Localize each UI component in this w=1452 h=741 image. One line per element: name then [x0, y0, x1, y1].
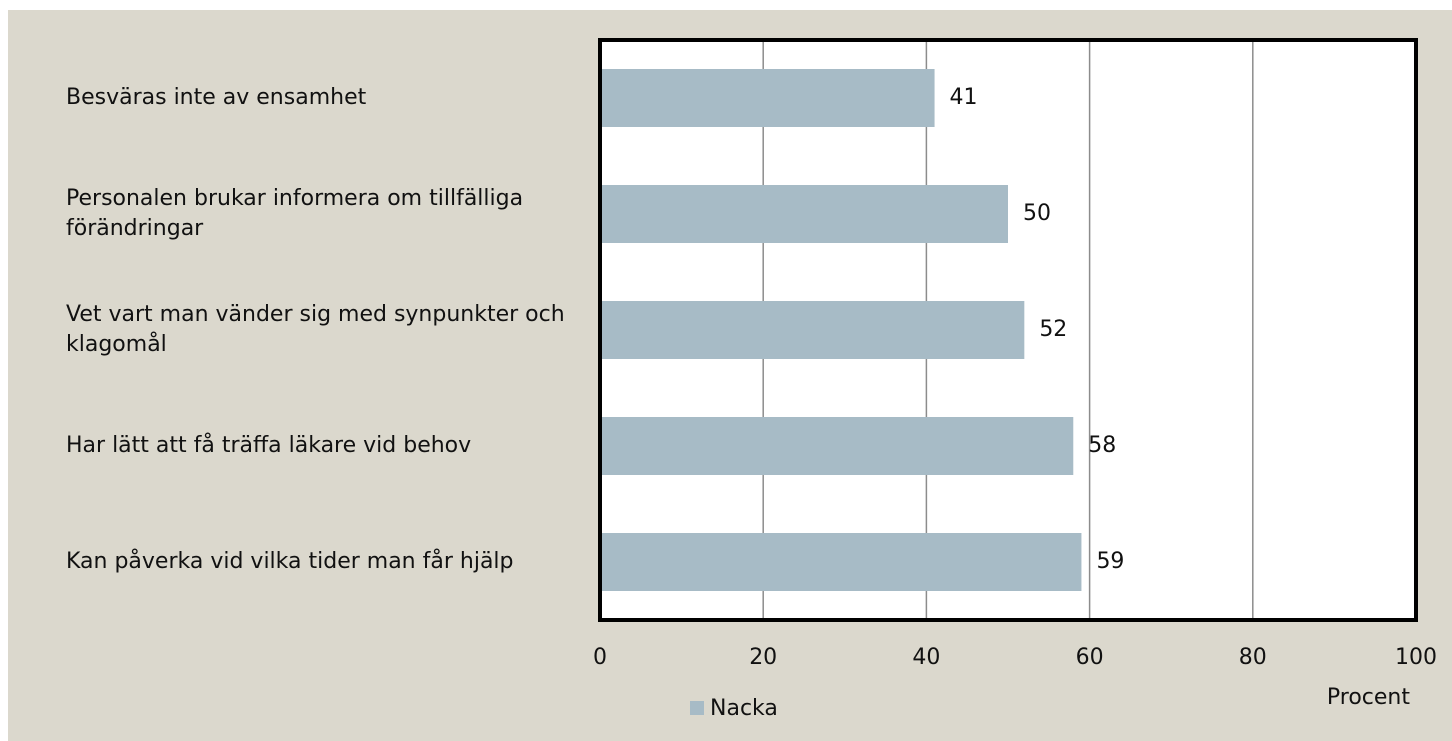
y-tick-label: Kan påverka vid vilka tider man får hjäl… [66, 549, 514, 574]
legend-swatch [690, 701, 704, 715]
data-label: 52 [1039, 317, 1067, 342]
y-tick-label: Vet vart man vänder sig med synpunkter o… [66, 302, 565, 357]
y-tick-label: Har lätt att få träffa läkare vid behov [66, 433, 472, 458]
legend-label: Nacka [710, 696, 778, 721]
x-axis-title: Procent [1327, 685, 1410, 710]
data-label: 58 [1088, 433, 1116, 458]
bar [600, 533, 1082, 591]
data-label: 41 [950, 85, 978, 110]
x-tick-label: 20 [749, 645, 777, 670]
x-tick-label: 60 [1076, 645, 1104, 670]
x-tick-label: 40 [912, 645, 940, 670]
x-tick-label: 0 [593, 645, 607, 670]
bar [600, 69, 935, 127]
y-tick-label: Personalen brukar informera om tillfälli… [66, 186, 524, 241]
bar [600, 417, 1074, 475]
x-tick-label: 80 [1239, 645, 1267, 670]
data-label: 50 [1023, 201, 1051, 226]
x-tick-label: 100 [1395, 645, 1437, 670]
y-tick-label: Besväras inte av ensamhet [66, 85, 367, 110]
bar [600, 185, 1008, 243]
bar [600, 301, 1025, 359]
plot-border [598, 38, 1418, 622]
data-label: 59 [1096, 549, 1124, 574]
